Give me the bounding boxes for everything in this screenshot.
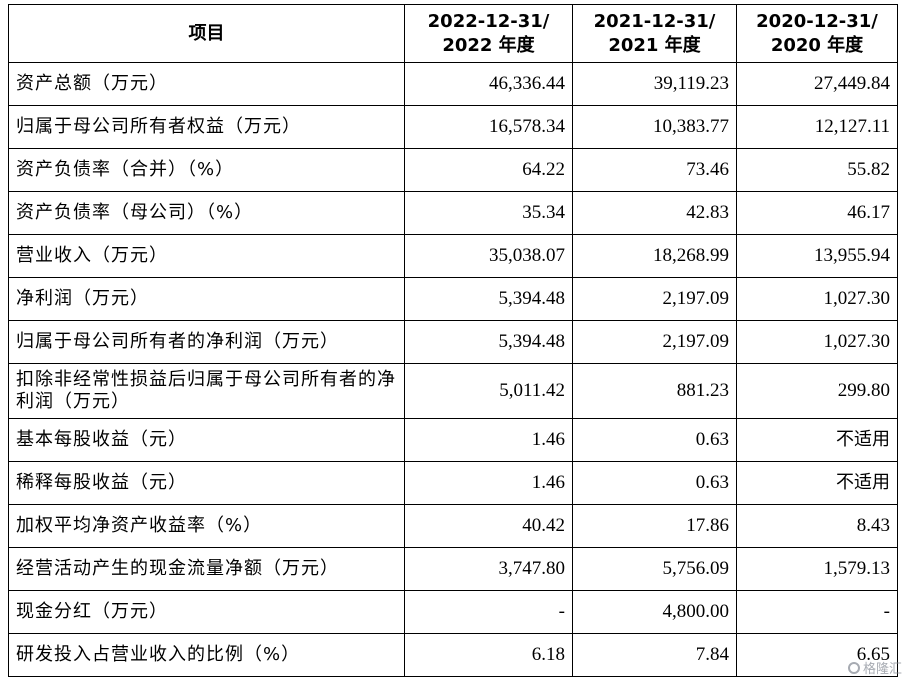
header-2021-date: 2021-12-31/ [593, 10, 716, 32]
row-label: 净利润（万元） [8, 277, 405, 321]
row-label: 营业收入（万元） [8, 234, 405, 278]
cell-2021: 73.46 [572, 148, 737, 192]
table-row: 营业收入（万元） 35,038.07 18,268.99 13,955.94 [8, 234, 898, 278]
cell-2022: 35,038.07 [404, 234, 573, 278]
cell-2022: 1.46 [404, 461, 573, 505]
table-row: 研发投入占营业收入的比例（%） 6.18 7.84 6.65 [8, 633, 898, 677]
table-row: 基本每股收益（元） 1.46 0.63 不适用 [8, 418, 898, 462]
cell-2021: 2,197.09 [572, 320, 737, 364]
cell-2020: 13,955.94 [736, 234, 898, 278]
row-label: 资产负债率（母公司）（%） [8, 191, 405, 235]
row-label: 基本每股收益（元） [8, 418, 405, 462]
table-row: 资产负债率（母公司）（%） 35.34 42.83 46.17 [8, 191, 898, 235]
header-2021: 2021-12-31/ 2021 年度 [572, 4, 737, 63]
table-row: 归属于母公司所有者的净利润（万元） 5,394.48 2,197.09 1,02… [8, 320, 898, 364]
header-2022-year: 2022 年度 [442, 34, 535, 56]
cell-2020: 1,579.13 [736, 547, 898, 591]
row-label: 资产总额（万元） [8, 62, 405, 106]
cell-2020: 299.80 [736, 363, 898, 419]
row-label: 归属于母公司所有者权益（万元） [8, 105, 405, 149]
cell-2021: 39,119.23 [572, 62, 737, 106]
cell-2022: 6.18 [404, 633, 573, 677]
header-2021-year: 2021 年度 [608, 34, 701, 56]
header-2022: 2022-12-31/ 2022 年度 [404, 4, 573, 63]
cell-2020: 1,027.30 [736, 320, 898, 364]
table-row: 资产总额（万元） 46,336.44 39,119.23 27,449.84 [8, 62, 898, 106]
header-2020: 2020-12-31/ 2020 年度 [736, 4, 898, 63]
row-label: 稀释每股收益（元） [8, 461, 405, 505]
cell-2020: 1,027.30 [736, 277, 898, 321]
cell-2020: - [736, 590, 898, 634]
cell-2021: 4,800.00 [572, 590, 737, 634]
table-row: 经营活动产生的现金流量净额（万元） 3,747.80 5,756.09 1,57… [8, 547, 898, 591]
cell-2021: 18,268.99 [572, 234, 737, 278]
header-item: 项目 [8, 4, 405, 63]
row-label: 现金分红（万元） [8, 590, 405, 634]
watermark-text: 格隆汇 [862, 662, 902, 677]
table-row: 现金分红（万元） - 4,800.00 - [8, 590, 898, 634]
header-2020-year: 2020 年度 [770, 34, 864, 56]
cell-2022: 40.42 [404, 504, 573, 548]
cell-2021: 0.63 [572, 418, 737, 462]
cell-2022: 5,394.48 [404, 320, 573, 364]
header-2020-date: 2020-12-31/ [756, 10, 878, 32]
cell-2022: 3,747.80 [404, 547, 573, 591]
header-2022-date: 2022-12-31/ [427, 10, 550, 32]
row-label: 归属于母公司所有者的净利润（万元） [8, 320, 405, 364]
cell-2021: 5,756.09 [572, 547, 737, 591]
table-row: 扣除非经常性损益后归属于母公司所有者的净利润（万元） 5,011.42 881.… [8, 363, 898, 419]
cell-2020: 不适用 [736, 461, 898, 505]
financial-table-container: 项目 2022-12-31/ 2022 年度 2021-12-31/ 2021 … [8, 4, 898, 677]
table-row: 净利润（万元） 5,394.48 2,197.09 1,027.30 [8, 277, 898, 321]
table-row: 资产负债率（合并）（%） 64.22 73.46 55.82 [8, 148, 898, 192]
cell-2022: - [404, 590, 573, 634]
cell-2022: 5,011.42 [404, 363, 573, 419]
cell-2021: 0.63 [572, 461, 737, 505]
cell-2022: 16,578.34 [404, 105, 573, 149]
row-label: 加权平均净资产收益率（%） [8, 504, 405, 548]
cell-2020: 55.82 [736, 148, 898, 192]
cell-2020: 不适用 [736, 418, 898, 462]
cell-2021: 7.84 [572, 633, 737, 677]
table-row: 加权平均净资产收益率（%） 40.42 17.86 8.43 [8, 504, 898, 548]
cell-2022: 1.46 [404, 418, 573, 462]
row-label: 研发投入占营业收入的比例（%） [8, 633, 405, 677]
cell-2020: 6.65 [736, 633, 898, 677]
cell-2022: 46,336.44 [404, 62, 573, 106]
cell-2020: 8.43 [736, 504, 898, 548]
cell-2021: 881.23 [572, 363, 737, 419]
cell-2021: 2,197.09 [572, 277, 737, 321]
cell-2021: 10,383.77 [572, 105, 737, 149]
logo-icon [847, 661, 860, 674]
table-header-row: 项目 2022-12-31/ 2022 年度 2021-12-31/ 2021 … [8, 4, 898, 63]
watermark: 格隆汇 [847, 658, 902, 677]
cell-2020: 27,449.84 [736, 62, 898, 106]
cell-2020: 12,127.11 [736, 105, 898, 149]
row-label: 扣除非经常性损益后归属于母公司所有者的净利润（万元） [8, 363, 405, 419]
cell-2020: 46.17 [736, 191, 898, 235]
row-label: 资产负债率（合并）（%） [8, 148, 405, 192]
cell-2022: 5,394.48 [404, 277, 573, 321]
financial-summary-table: 项目 2022-12-31/ 2022 年度 2021-12-31/ 2021 … [8, 4, 898, 677]
cell-2022: 64.22 [404, 148, 573, 192]
cell-2021: 17.86 [572, 504, 737, 548]
table-row: 归属于母公司所有者权益（万元） 16,578.34 10,383.77 12,1… [8, 105, 898, 149]
table-row: 稀释每股收益（元） 1.46 0.63 不适用 [8, 461, 898, 505]
row-label: 经营活动产生的现金流量净额（万元） [8, 547, 405, 591]
cell-2022: 35.34 [404, 191, 573, 235]
cell-2021: 42.83 [572, 191, 737, 235]
